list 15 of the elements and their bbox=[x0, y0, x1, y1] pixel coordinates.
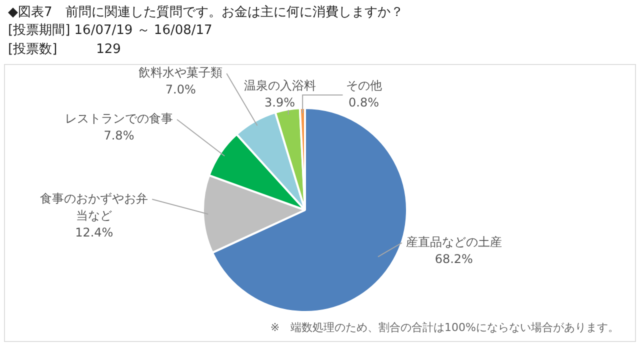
slice-label: 温泉の入浴料 bbox=[244, 78, 316, 93]
data-label: 0.8% bbox=[348, 96, 379, 110]
data-label: 7.8% bbox=[104, 128, 134, 143]
slice-label: 食事のおかずやお弁当など bbox=[40, 191, 148, 222]
chart-title: ◆図表7 前問に関連した質問です。お金は主に何に消費しますか？ bbox=[8, 4, 404, 21]
slice-label: 産直品などの土産 bbox=[406, 234, 502, 249]
data-label: 3.9% bbox=[264, 96, 295, 110]
slice-label: レストランでの食事 bbox=[64, 112, 173, 126]
chart-subtitle: [投票期間] 16/07/19 ～ 16/08/17 [投票数] 129 bbox=[8, 22, 212, 59]
slice-label: 飲料水や菓子類 bbox=[138, 66, 223, 80]
data-label: 68.2% bbox=[434, 252, 473, 266]
slice-label: その他 bbox=[346, 78, 382, 93]
text: ※ 端数処理のため、割合の合計は100%にならない場合があります。 bbox=[270, 320, 619, 335]
data-label: 7.0% bbox=[165, 82, 196, 97]
data-label: 12.4% bbox=[75, 225, 114, 240]
